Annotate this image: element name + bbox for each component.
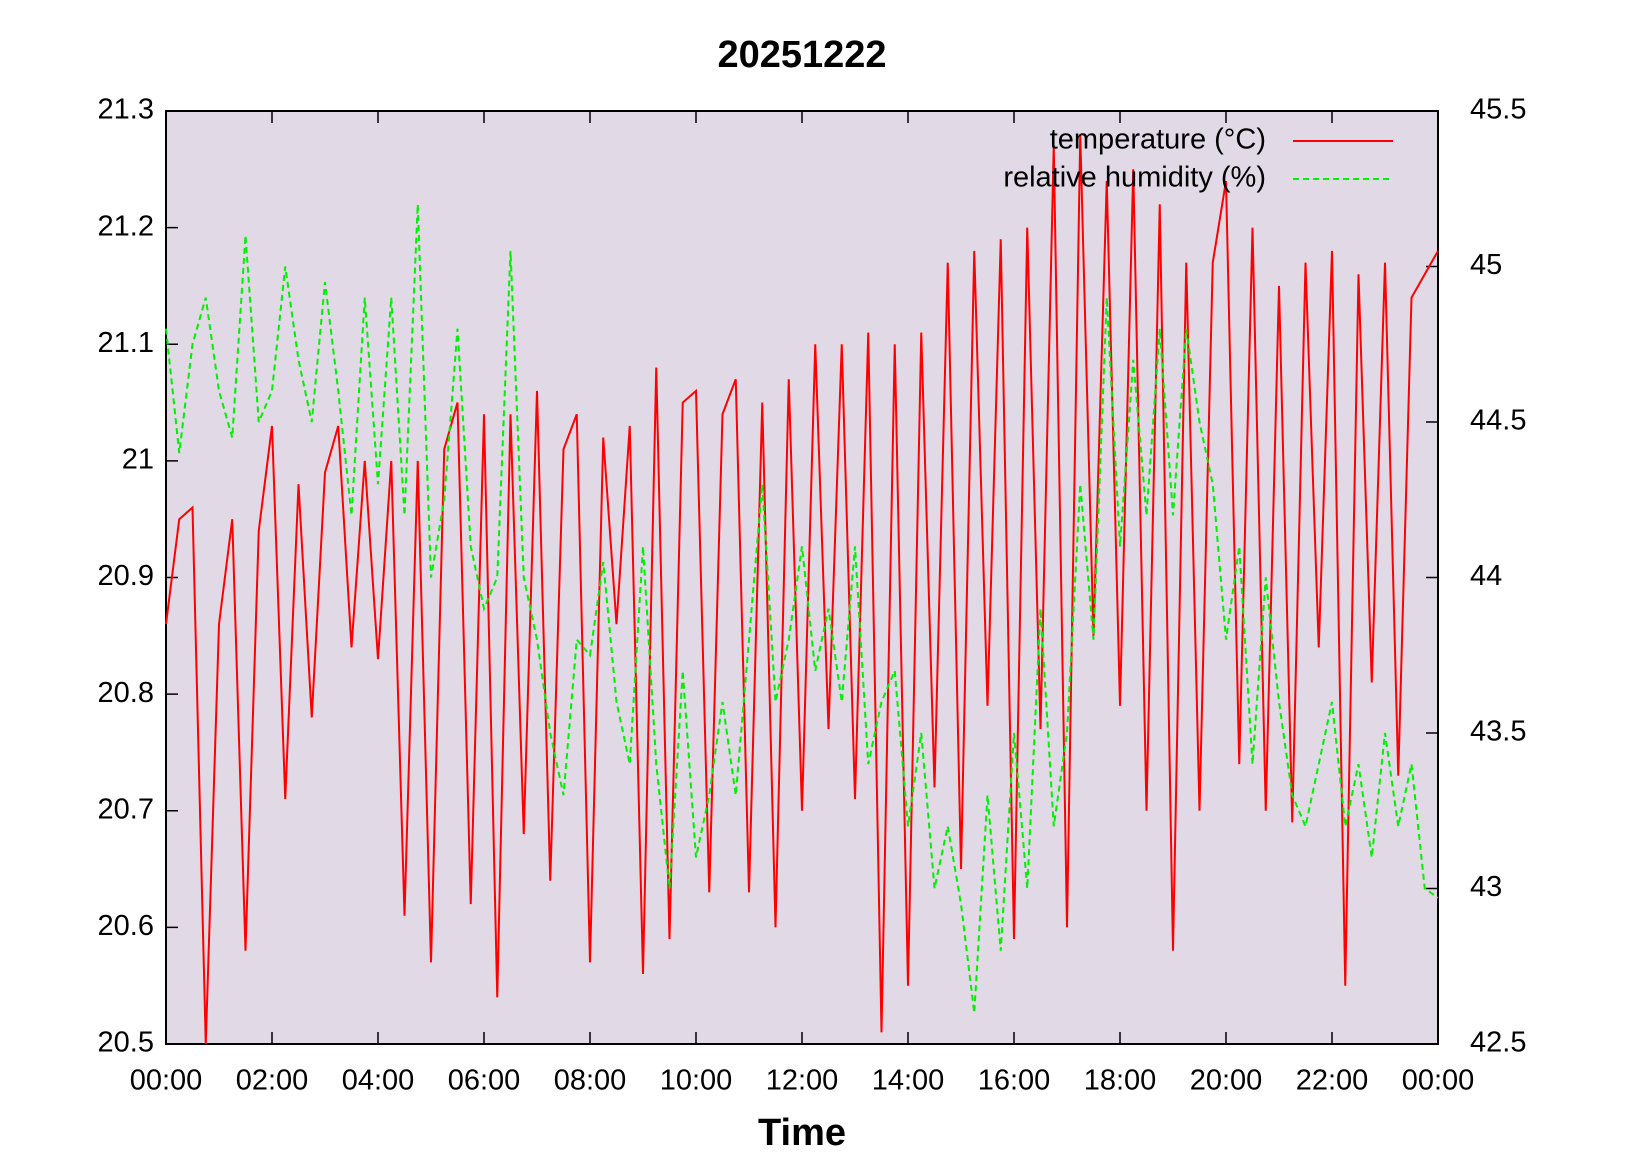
x-tick-label: 00:00 bbox=[1402, 1065, 1475, 1097]
y-tick-label: 20.8 bbox=[98, 677, 154, 709]
x-tick-label: 08:00 bbox=[554, 1065, 627, 1097]
y2-tick-label: 44.5 bbox=[1470, 405, 1526, 437]
data-line bbox=[165, 134, 1439, 1045]
y-tick-label: 21 bbox=[122, 444, 154, 476]
legend-label: relative humidity (%) bbox=[1003, 162, 1266, 194]
x-tick-label: 02:00 bbox=[236, 1065, 309, 1097]
chart-title: 20251222 bbox=[717, 34, 886, 76]
y-tick-label: 21.2 bbox=[98, 210, 154, 242]
y-tick-label: 20.9 bbox=[98, 560, 154, 592]
x-tick-label: 12:00 bbox=[766, 1065, 839, 1097]
y-tick-label: 21.3 bbox=[98, 94, 154, 126]
x-tick-label: 22:00 bbox=[1296, 1065, 1369, 1097]
y2-tick-label: 43.5 bbox=[1470, 716, 1526, 748]
x-axis-label: Time bbox=[758, 1112, 846, 1154]
x-tick-label: 06:00 bbox=[448, 1065, 521, 1097]
legend-label: temperature (°C) bbox=[1050, 124, 1266, 156]
y-tick-label: 21.1 bbox=[98, 327, 154, 359]
x-tick-label: 04:00 bbox=[342, 1065, 415, 1097]
y-tick-label: 20.6 bbox=[98, 910, 154, 942]
plot-area bbox=[166, 111, 1438, 1044]
x-tick-label: 18:00 bbox=[1084, 1065, 1157, 1097]
plot-frame bbox=[165, 110, 1439, 1045]
y2-tick-label: 45.5 bbox=[1470, 94, 1526, 126]
data-line bbox=[165, 204, 1439, 1014]
y2-tick-label: 44 bbox=[1470, 560, 1502, 592]
x-tick-label: 00:00 bbox=[130, 1065, 203, 1097]
x-tick-label: 16:00 bbox=[978, 1065, 1051, 1097]
x-tick-label: 20:00 bbox=[1190, 1065, 1263, 1097]
x-tick-label: 14:00 bbox=[872, 1065, 945, 1097]
y-tick-label: 20.5 bbox=[98, 1027, 154, 1059]
y2-tick-label: 45 bbox=[1470, 249, 1502, 281]
y2-tick-label: 42.5 bbox=[1470, 1027, 1526, 1059]
y-tick-label: 20.7 bbox=[98, 793, 154, 825]
x-tick-label: 10:00 bbox=[660, 1065, 733, 1097]
y2-tick-label: 43 bbox=[1470, 871, 1502, 903]
